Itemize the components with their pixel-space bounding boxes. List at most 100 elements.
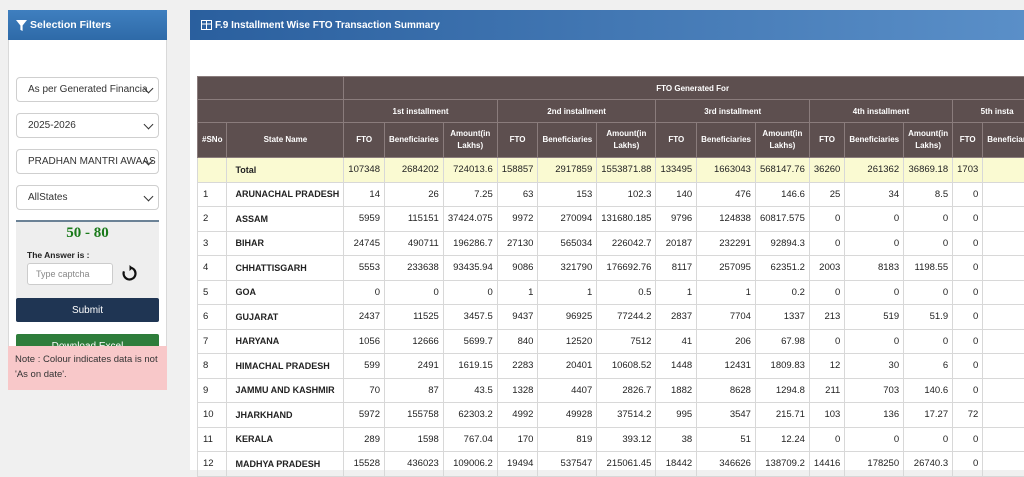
value-cell: 37514.2 xyxy=(597,403,656,428)
value-cell: 10608.52 xyxy=(597,354,656,379)
value-cell: 1 xyxy=(983,403,1024,428)
value-cell: 67.98 xyxy=(755,329,809,354)
amount-col-header: Amount(in Lakhs) xyxy=(904,123,953,158)
value-cell: 321790 xyxy=(538,256,597,281)
value-cell: 0 xyxy=(809,329,844,354)
value-cell: 206 xyxy=(697,329,756,354)
chevron-down-icon xyxy=(144,120,154,130)
value-cell: 153 xyxy=(538,182,597,207)
value-cell: 7.25 xyxy=(443,182,497,207)
selection-filters-panel: Selection Filters As per Generated Finan… xyxy=(8,10,167,377)
fto-col-header: FTO xyxy=(656,123,697,158)
sno-cell: 11 xyxy=(198,427,227,452)
value-cell: 36869.18 xyxy=(904,158,953,183)
selection-filters-header: Selection Filters xyxy=(8,10,167,40)
value-cell: 211 xyxy=(809,378,844,403)
scheme-value: PRADHAN MANTRI AWAAS xyxy=(28,156,156,167)
value-cell: 12431 xyxy=(697,354,756,379)
value-cell: 170 xyxy=(497,427,538,452)
value-cell: 3457.5 xyxy=(443,305,497,330)
value-cell: 0 xyxy=(809,427,844,452)
fto-col-header: FTO xyxy=(497,123,538,158)
value-cell: 1619.15 xyxy=(443,354,497,379)
value-cell: 18442 xyxy=(656,452,697,477)
captcha-box: 50 - 80 The Answer is : Type captcha xyxy=(16,220,159,298)
value-cell: 43.5 xyxy=(443,378,497,403)
value-cell: 178250 xyxy=(845,452,904,477)
value-cell: 5959 xyxy=(344,207,385,232)
value-cell: 2684202 xyxy=(385,158,444,183)
value-cell: 1 xyxy=(538,280,597,305)
value-cell: 0.5 xyxy=(597,280,656,305)
value-cell: 2437 xyxy=(344,305,385,330)
submit-button[interactable]: Submit xyxy=(16,298,159,322)
value-cell: 62303.2 xyxy=(443,403,497,428)
installment-header: 1st installment xyxy=(344,100,497,123)
value-cell: 0 xyxy=(953,280,983,305)
value-cell: 12 xyxy=(809,354,844,379)
value-cell: 92894.3 xyxy=(755,231,809,256)
year-select[interactable]: 2025-2026 xyxy=(16,113,159,138)
value-cell: 93435.94 xyxy=(443,256,497,281)
value-cell: 155758 xyxy=(385,403,444,428)
value-cell: 767.04 xyxy=(443,427,497,452)
value-cell: 226042.7 xyxy=(597,231,656,256)
value-cell: 3547 xyxy=(697,403,756,428)
scheme-select[interactable]: PRADHAN MANTRI AWAAS xyxy=(16,149,159,174)
value-cell: 0 xyxy=(904,329,953,354)
filter-icon xyxy=(16,20,27,31)
value-cell: 215061.45 xyxy=(597,452,656,477)
value-cell: 2283 xyxy=(497,354,538,379)
value-cell: 14 xyxy=(344,182,385,207)
value-cell: 11525 xyxy=(385,305,444,330)
value-cell: 537547 xyxy=(538,452,597,477)
value-cell: 146.6 xyxy=(755,182,809,207)
value-cell: 41 xyxy=(656,329,697,354)
value-cell: 1 xyxy=(656,280,697,305)
colour-note: Note : Colour indicates data is not 'As … xyxy=(8,346,167,390)
value-cell: 77244.2 xyxy=(597,305,656,330)
value-cell: 17.27 xyxy=(904,403,953,428)
value-cell: 0 xyxy=(904,207,953,232)
value-cell: 70 xyxy=(344,378,385,403)
value-cell: 36260 xyxy=(809,158,844,183)
value-cell: 490711 xyxy=(385,231,444,256)
value-cell: 1056 xyxy=(344,329,385,354)
state-select[interactable]: AllStates xyxy=(16,185,159,210)
captcha-input[interactable]: Type captcha xyxy=(27,263,113,285)
sno-cell: 7 xyxy=(198,329,227,354)
value-cell: 176692.76 xyxy=(597,256,656,281)
value-cell xyxy=(983,280,1024,305)
value-cell: 1294.8 xyxy=(755,378,809,403)
beneficiaries-col-header: Beneficiaries xyxy=(538,123,597,158)
value-cell: 5553 xyxy=(344,256,385,281)
value-cell: 72 xyxy=(953,403,983,428)
state-name-cell: JHARKHAND xyxy=(227,403,344,428)
value-cell: 1198.55 xyxy=(904,256,953,281)
value-cell: 257095 xyxy=(697,256,756,281)
state-name-cell: JAMMU AND KASHMIR xyxy=(227,378,344,403)
value-cell: 38 xyxy=(656,427,697,452)
refresh-icon[interactable] xyxy=(121,265,138,282)
value-cell: 0 xyxy=(953,182,983,207)
report-header: F.9 Installment Wise FTO Transaction Sum… xyxy=(190,10,1024,40)
installment-header: 2nd installment xyxy=(497,100,656,123)
value-cell: 0 xyxy=(953,329,983,354)
value-cell: 37424.075 xyxy=(443,207,497,232)
value-cell: 9972 xyxy=(497,207,538,232)
financial-basis-select[interactable]: As per Generated Financia xyxy=(16,77,159,102)
report-panel: F.9 Installment Wise FTO Transaction Sum… xyxy=(190,10,1024,470)
value-cell xyxy=(983,305,1024,330)
value-cell: 4992 xyxy=(497,403,538,428)
value-cell: 2837 xyxy=(656,305,697,330)
value-cell: 115151 xyxy=(385,207,444,232)
value-cell: 519 xyxy=(845,305,904,330)
value-cell: 20187 xyxy=(656,231,697,256)
value-cell: 4407 xyxy=(538,378,597,403)
value-cell: 0 xyxy=(953,378,983,403)
